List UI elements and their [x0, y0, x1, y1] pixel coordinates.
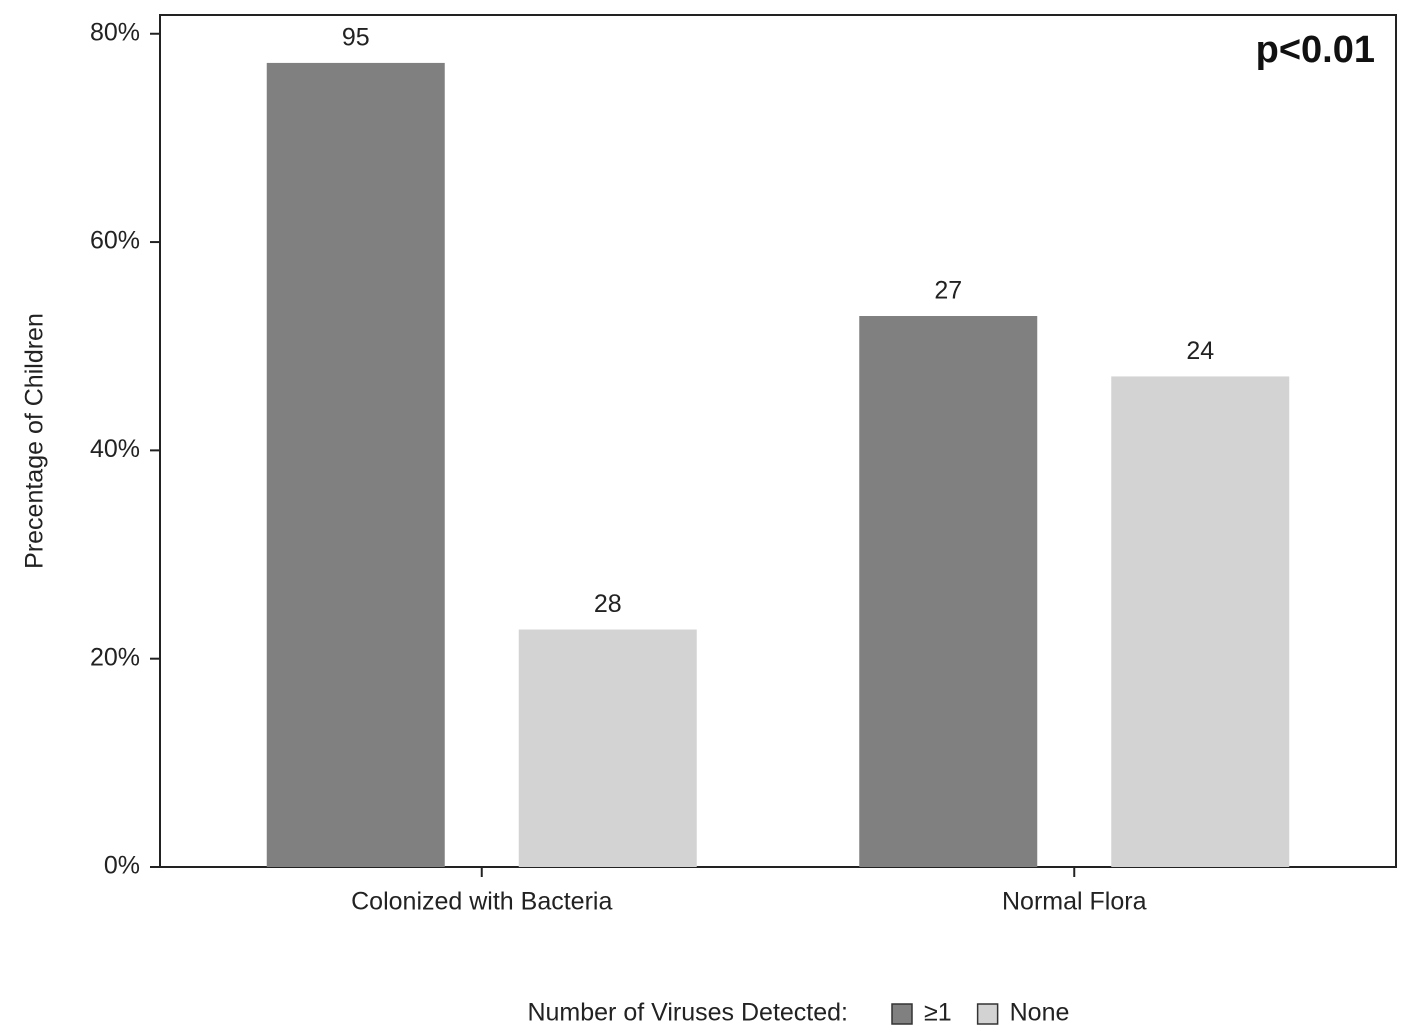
legend-label: None [1010, 999, 1070, 1027]
y-axis-label: Precentage of Children [21, 313, 49, 569]
y-tick-label: 80% [90, 18, 140, 46]
y-tick-label: 0% [104, 852, 140, 880]
count-label: 27 [934, 277, 962, 305]
bar [1111, 376, 1290, 867]
annotation: p<0.01 [1256, 29, 1375, 71]
legend-title: Number of Viruses Detected: [527, 999, 848, 1027]
plot-frame [159, 14, 1397, 868]
bar [859, 316, 1038, 868]
x-tick-label: Normal Flora [1002, 888, 1147, 916]
y-tick-label: 40% [90, 435, 140, 463]
y-tick-label: 20% [90, 643, 140, 671]
legend-swatch [976, 1003, 999, 1025]
y-tick-label: 60% [90, 227, 140, 255]
count-label: 24 [1186, 337, 1214, 365]
bar [518, 629, 697, 867]
bar [266, 62, 445, 867]
count-label: 28 [594, 590, 622, 618]
legend-swatch [891, 1003, 913, 1025]
x-tick-label: Colonized with Bacteria [351, 888, 612, 916]
count-label: 95 [342, 24, 370, 52]
legend-label: ≥1 [924, 999, 952, 1027]
